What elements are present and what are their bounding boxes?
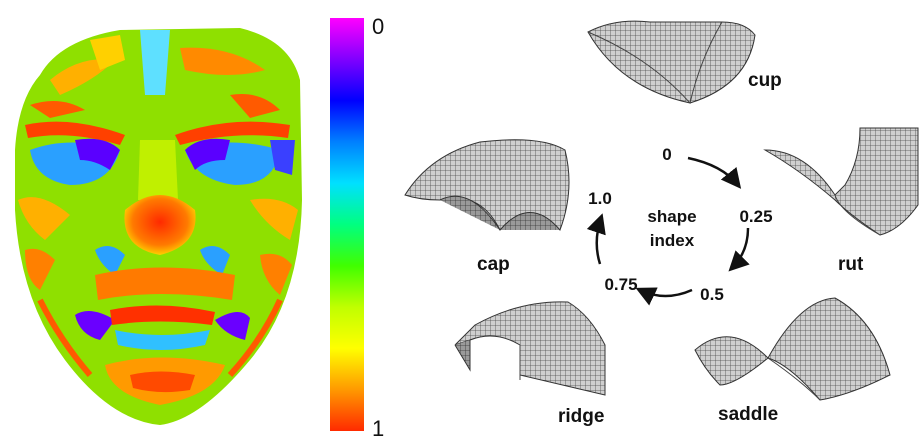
upper-lip: [95, 267, 235, 300]
cup-surface: [587, 20, 756, 104]
forehead-patch: [90, 35, 125, 70]
right-eye-region: [185, 138, 230, 170]
mouth-corner-left: [75, 311, 115, 340]
colorbar: 0 1: [330, 14, 384, 439]
colorbar-gradient: [330, 18, 364, 431]
nose-tip: [124, 195, 196, 255]
saddle-surface: [694, 297, 891, 401]
cheek-patch: [18, 197, 70, 240]
cycle-center-label: index: [650, 231, 695, 250]
cycle-center-label: shape: [647, 207, 696, 226]
lower-lip: [115, 330, 210, 350]
cycle-value-10: 1.0: [588, 189, 612, 208]
cup-label: cup: [748, 70, 782, 91]
shape-index-cycle: shape index 0 0.25 0.5 0.75 1.0: [586, 145, 773, 306]
colorbar-top-label: 0: [372, 14, 384, 39]
cycle-value-05: 0.5: [700, 285, 724, 304]
nostril-right: [200, 246, 230, 275]
surface-cap: cap: [404, 139, 570, 275]
cycle-arrow: [728, 227, 750, 272]
cycle-value-025: 0.25: [739, 207, 772, 226]
mouth-corner-right: [215, 311, 250, 340]
colorbar-bottom-label: 1: [372, 416, 384, 439]
cycle-arrow: [586, 213, 606, 265]
cycle-value-075: 0.75: [604, 275, 637, 294]
surface-rut: rut: [763, 127, 919, 275]
cheek-patch: [25, 248, 55, 290]
surface-ridge: ridge: [454, 301, 606, 427]
ridge-label: ridge: [558, 406, 604, 427]
rut-surface: [763, 127, 919, 236]
surface-saddle: saddle: [694, 297, 891, 425]
forehead-patch: [30, 101, 85, 118]
mouth-line: [110, 305, 215, 325]
rut-label: rut: [838, 254, 864, 275]
nostril-left: [95, 246, 125, 275]
nose-bridge: [138, 140, 178, 200]
cycle-arrow: [687, 156, 742, 189]
right-brow: [175, 121, 290, 145]
cheek-patch: [260, 253, 292, 295]
forehead-patch: [180, 47, 265, 75]
jaw-line: [37, 298, 93, 377]
saddle-label: saddle: [718, 404, 778, 425]
forehead-patch: [230, 94, 280, 118]
right-eye-region: [270, 140, 295, 175]
forehead-patch: [50, 59, 115, 95]
cycle-value-0: 0: [662, 145, 671, 164]
forehead-patch: [140, 30, 170, 95]
cheek-patch: [250, 198, 298, 240]
left-eye-region: [75, 138, 120, 170]
left-brow: [25, 121, 125, 145]
ridge-surface: [454, 301, 606, 396]
chin: [130, 371, 195, 393]
cycle-arrow: [635, 287, 693, 306]
cap-label: cap: [477, 254, 510, 275]
face-curvature-map: [15, 28, 302, 425]
surface-cup: cup: [587, 20, 782, 105]
jaw-line: [227, 298, 283, 378]
